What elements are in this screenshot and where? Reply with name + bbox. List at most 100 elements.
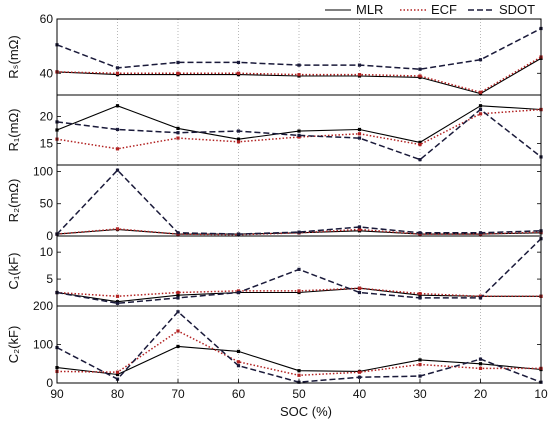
data-point-mlr	[418, 293, 422, 297]
x-tick-label: 60	[232, 387, 246, 401]
data-point-sdot	[236, 232, 241, 236]
data-point-ecf	[115, 370, 120, 374]
panel-5: 0 100 200 C₂(kF)	[6, 299, 543, 390]
series-line-ecf	[56, 108, 542, 150]
data-point-ecf	[478, 294, 483, 298]
y-tick-label: 0	[46, 229, 53, 243]
y-axis-label: R₁(mΩ)	[6, 109, 21, 152]
data-point-sdot	[236, 129, 241, 133]
panel-frame	[56, 18, 542, 96]
data-point-mlr	[176, 293, 180, 297]
data-point-ecf	[418, 362, 422, 367]
x-axis-label: SOC (%)	[280, 404, 332, 419]
legend-label-sdot: SDOT	[499, 2, 535, 17]
y-tick-label: 100	[33, 164, 53, 178]
data-point-ecf	[357, 132, 362, 136]
data-point-sdot	[176, 231, 180, 235]
data-point-sdot	[176, 131, 180, 135]
data-point-sdot	[176, 310, 180, 314]
data-point-mlr	[418, 140, 422, 144]
series-line-sdot	[56, 169, 542, 235]
data-point-ecf	[236, 140, 241, 144]
data-point-sdot	[478, 296, 483, 300]
data-point-sdot	[297, 267, 301, 271]
data-point-sdot	[297, 63, 301, 67]
y-tick-label: 40	[40, 66, 54, 80]
panel-4: 5 10 C₁(kF)	[6, 235, 543, 307]
data-point-ecf	[357, 73, 362, 77]
data-point-mlr	[236, 349, 241, 354]
x-tick-label: 20	[474, 387, 488, 401]
y-tick-label: 0	[46, 376, 53, 390]
x-tick-label: 90	[50, 387, 64, 401]
data-point-ecf	[418, 74, 422, 78]
y-tick-label: 50	[40, 197, 54, 211]
x-tick-label: 40	[353, 387, 367, 401]
data-point-ecf	[357, 286, 362, 290]
data-point-sdot	[418, 67, 422, 71]
data-point-sdot	[478, 231, 483, 235]
data-point-mlr	[297, 290, 301, 295]
data-point-sdot	[418, 158, 422, 162]
panel-3: 0 50 100 R₂(mΩ)	[6, 164, 543, 243]
data-point-ecf	[176, 290, 180, 295]
chart-panels: 40 60 Rₛ(mΩ) 15 20 R₁(mΩ) 0 50 100 R₂(mΩ) 5 10 C₁(kF…	[6, 12, 543, 390]
data-point-sdot	[357, 63, 362, 67]
y-tick-label: 200	[33, 299, 53, 313]
y-axis-label: C₂(kF)	[6, 326, 21, 364]
y-tick-label: 10	[40, 245, 54, 259]
data-point-ecf	[418, 292, 422, 296]
data-point-ecf	[176, 71, 180, 75]
data-point-sdot	[115, 301, 120, 305]
data-point-mlr	[478, 362, 483, 366]
data-point-sdot	[357, 290, 362, 295]
data-point-sdot	[115, 127, 120, 132]
y-tick-label: 15	[40, 136, 54, 150]
data-point-sdot	[176, 296, 180, 300]
legend-label-mlr: MLR	[356, 2, 383, 17]
data-point-sdot	[236, 60, 241, 65]
y-axis-label: C₁(kF)	[6, 253, 21, 290]
data-point-sdot	[236, 290, 241, 295]
data-point-sdot	[478, 357, 483, 361]
data-point-ecf	[357, 370, 362, 374]
data-point-sdot	[478, 58, 483, 62]
data-point-mlr	[236, 137, 241, 141]
panel-2: 15 20 R₁(mΩ)	[6, 94, 543, 166]
data-point-ecf	[176, 136, 180, 140]
data-point-sdot	[357, 225, 362, 229]
x-tick-label: 80	[111, 387, 125, 401]
data-point-sdot	[297, 230, 301, 234]
data-point-ecf	[297, 373, 301, 377]
data-point-sdot	[418, 374, 422, 378]
data-point-sdot	[176, 60, 180, 65]
data-point-ecf	[236, 360, 241, 364]
y-axis-label: Rₛ(mΩ)	[6, 35, 21, 78]
data-point-ecf	[478, 366, 483, 370]
data-point-mlr	[478, 104, 483, 108]
data-point-sdot	[357, 375, 362, 379]
y-tick-label: 100	[33, 338, 53, 352]
data-point-ecf	[176, 329, 180, 333]
data-point-sdot	[357, 136, 362, 140]
x-tick-label: 10	[534, 387, 548, 401]
data-point-ecf	[297, 73, 301, 77]
data-point-mlr	[176, 126, 180, 130]
data-point-ecf	[478, 112, 483, 116]
data-point-sdot	[236, 364, 241, 368]
data-point-ecf	[418, 142, 422, 147]
y-tick-label: 5	[46, 272, 53, 286]
data-point-mlr	[115, 104, 120, 108]
data-point-mlr	[297, 369, 301, 373]
data-point-mlr	[176, 344, 180, 349]
panel-frame	[56, 235, 542, 307]
legend-label-ecf: ECF	[431, 2, 457, 17]
data-point-ecf	[297, 289, 301, 293]
data-point-mlr	[418, 358, 422, 362]
x-tick-label: 70	[171, 387, 185, 401]
data-point-sdot	[115, 66, 120, 70]
data-point-mlr	[357, 127, 362, 132]
data-point-mlr	[115, 372, 120, 377]
panel-1: 40 60 Rₛ(mΩ)	[6, 12, 543, 96]
x-axis: 90 80 70 60 50 40 30 20 10	[50, 379, 548, 401]
